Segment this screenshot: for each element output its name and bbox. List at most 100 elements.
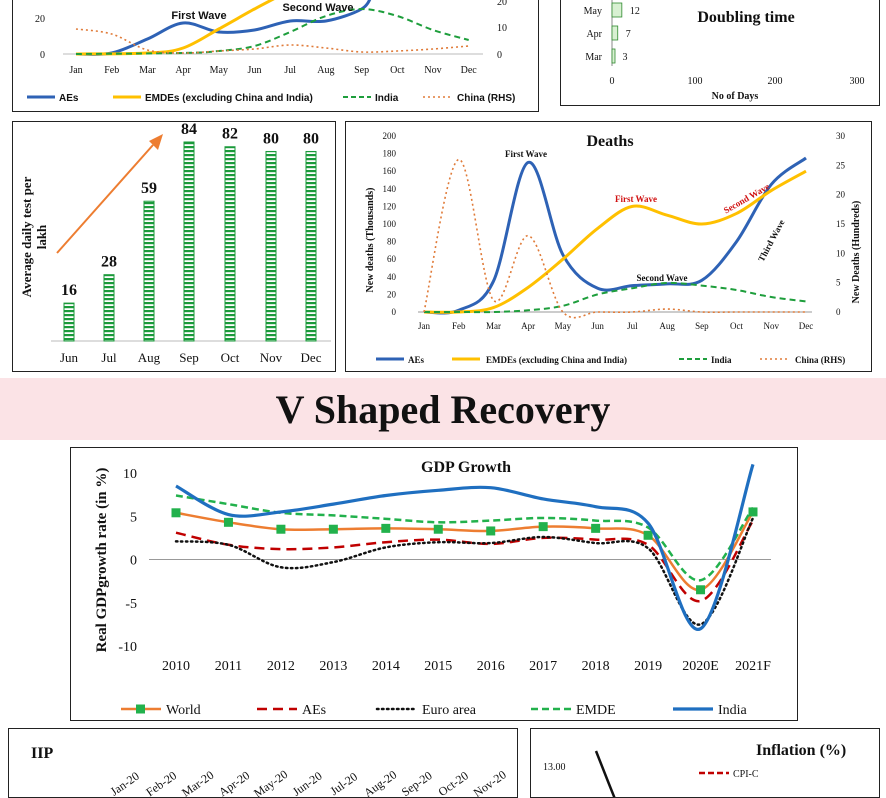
x-tick-label: Nov bbox=[424, 65, 441, 76]
chart-title: IIP bbox=[31, 745, 53, 762]
cases-chart: Jan Feb Mar Apr May Jun Jul Aug Sep Oct Nov Dec 20 0 2… bbox=[27, 0, 515, 104]
y-tick-label: 20 bbox=[387, 289, 397, 299]
y2-tick-label: 5 bbox=[836, 278, 841, 288]
annotation-emdes-second-wave: Second Wave bbox=[722, 181, 771, 215]
world-marker bbox=[486, 526, 496, 536]
y2-tick-label: 20 bbox=[497, 0, 507, 8]
section-banner bbox=[0, 378, 886, 440]
series-line-aes bbox=[175, 519, 755, 603]
legend-label-india: India bbox=[375, 93, 399, 104]
y2-tick-label: 25 bbox=[836, 160, 846, 170]
inflation-panel: Inflation (%) 13.00 CPI-C bbox=[530, 728, 880, 798]
y-tick-label: 5 bbox=[130, 510, 137, 525]
chart-title: GDP Growth bbox=[421, 459, 511, 476]
y-tick-label: -5 bbox=[125, 597, 137, 612]
annotation-emdes-first-wave: First Wave bbox=[615, 194, 657, 204]
series-line-aes bbox=[423, 156, 807, 315]
y2-axis-label: New Deaths (Hundreds) bbox=[851, 201, 862, 304]
x-tick-label: Jun-20 bbox=[290, 769, 325, 798]
y2-tick-label: 30 bbox=[836, 131, 846, 141]
x-tick-label: 2015 bbox=[424, 659, 452, 674]
y-axis-label: Average daily test per bbox=[19, 176, 34, 297]
world-marker bbox=[748, 507, 758, 517]
y-tick-label: 13.00 bbox=[543, 762, 566, 773]
x-tick-label: Dec bbox=[461, 65, 478, 76]
y-axis-label: New deaths (Thousands) bbox=[365, 187, 376, 292]
bar bbox=[265, 150, 277, 342]
annotation-second-wave: Second Wave bbox=[282, 2, 353, 14]
world-marker bbox=[643, 530, 653, 540]
x-tick-label: 2019 bbox=[634, 659, 662, 674]
annotation-aes-second-wave: Second Wave bbox=[636, 273, 687, 283]
bar bbox=[305, 150, 317, 342]
series-line-china bbox=[423, 158, 806, 319]
x-tick-label: 2018 bbox=[582, 659, 610, 674]
x-tick-label: 2011 bbox=[215, 659, 242, 674]
bar-value-label: 12 bbox=[630, 6, 640, 17]
world-marker bbox=[696, 585, 706, 595]
legend-label-emdes: EMDEs (excluding China and India) bbox=[486, 355, 627, 365]
x-tick-label: 2014 bbox=[372, 659, 400, 674]
legend-label-world: World bbox=[166, 703, 201, 718]
x-tick-label: Mar bbox=[139, 65, 156, 76]
world-marker bbox=[171, 508, 181, 518]
series-line-aes bbox=[75, 0, 372, 56]
y-tick-label: 100 bbox=[383, 219, 397, 229]
x-tick-label: Feb-20 bbox=[143, 768, 179, 798]
y2-tick-label: 10 bbox=[836, 248, 846, 258]
annotation-aes-first-wave: First Wave bbox=[505, 149, 547, 159]
y2-tick-label: 0 bbox=[836, 307, 841, 317]
trend-arrow-head bbox=[149, 134, 163, 150]
section-title: V Shaped Recovery bbox=[275, 387, 611, 432]
y-axis-label: Real GDPgrowth rate (in %) bbox=[94, 468, 110, 653]
x-tick-label: 200 bbox=[768, 76, 783, 87]
legend-label-aes: AEs bbox=[408, 355, 425, 365]
x-tick-label: Apr-20 bbox=[216, 768, 252, 798]
series-line-china bbox=[75, 28, 469, 54]
x-tick-label: Aug bbox=[659, 321, 675, 331]
y2-tick-label: 20 bbox=[836, 190, 846, 200]
x-tick-label: Jul bbox=[101, 350, 117, 365]
legend-label-india: India bbox=[718, 703, 748, 718]
x-tick-label: 0 bbox=[610, 76, 615, 87]
x-tick-label: Jan bbox=[69, 65, 82, 76]
x-tick-label: May bbox=[555, 321, 572, 331]
y-tick-label: 200 bbox=[383, 131, 397, 141]
x-tick-label: Sep bbox=[354, 65, 369, 76]
x-tick-label: Jan bbox=[418, 321, 430, 331]
tests-bar-chart: 16 Jun 28 Jul 59 Aug 84 Sep 82 Oct 80 Nov 80 Dec Avera… bbox=[19, 122, 331, 365]
chart-title: Doubling time bbox=[697, 9, 794, 26]
series-line-emde bbox=[175, 494, 755, 582]
y-tick-label: 0 bbox=[392, 307, 397, 317]
world-marker bbox=[223, 517, 233, 527]
x-tick-label: Mar-20 bbox=[179, 768, 216, 798]
bar bbox=[224, 146, 236, 342]
world-marker bbox=[538, 522, 548, 532]
y-tick-label: 160 bbox=[383, 166, 397, 176]
y-axis-label: lakh bbox=[34, 224, 49, 249]
series-line-emdes bbox=[423, 169, 807, 314]
series-line-india bbox=[423, 281, 807, 314]
x-tick-label: Jun bbox=[591, 321, 604, 331]
series-line-cpi bbox=[594, 750, 616, 797]
x-tick-label: 2017 bbox=[529, 659, 557, 674]
x-tick-label: May bbox=[210, 65, 228, 76]
x-tick-label: Sep bbox=[695, 321, 709, 331]
x-tick-label: 2012 bbox=[267, 659, 295, 674]
bar-value-label: 7 bbox=[626, 29, 631, 40]
x-tick-label: 100 bbox=[688, 76, 703, 87]
y-tick-label: 180 bbox=[383, 149, 397, 159]
x-tick-label: Jun bbox=[60, 350, 79, 365]
x-tick-label: Dec bbox=[301, 350, 322, 365]
x-tick-label: 2020E bbox=[682, 659, 719, 674]
y-tick-label: 10 bbox=[123, 467, 137, 482]
y2-tick-label: 15 bbox=[836, 219, 846, 229]
x-tick-label: Jul-20 bbox=[327, 769, 360, 798]
doubling-panel: May 12 Apr 7 Mar 3 Doubling time 0 100 200 300 No o… bbox=[560, 0, 880, 106]
x-tick-label: Nov bbox=[764, 321, 780, 331]
bar bbox=[143, 200, 155, 342]
bar-value-label: 59 bbox=[141, 180, 157, 197]
trend-arrow-line bbox=[56, 144, 154, 254]
deaths-panel: 200 180 160 140 120 100 80 60 40 20 0 30 25 20 15 10 5 0 J… bbox=[345, 121, 872, 372]
